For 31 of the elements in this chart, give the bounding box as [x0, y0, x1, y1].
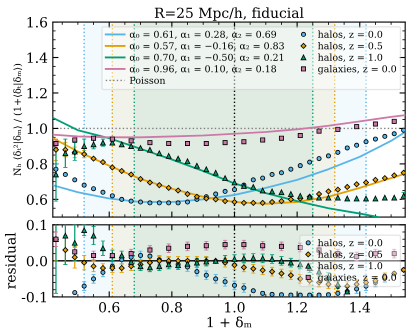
x-tick-label: 0.8 — [162, 302, 182, 313]
legend-label: halos, z = 1.0 — [318, 262, 382, 270]
legend-label: α₀ = 0.70, α₁ = −0.50, α₂ = 0.21 — [130, 54, 284, 62]
y-tick-label: 1.4 — [28, 52, 48, 63]
y-axis-title: N̄ₕ ⟨δₜ²|δₘ⟩ / (1+⟨δₜ|δₘ⟩) — [13, 64, 24, 176]
legend-label: halos, z = 0.5 — [318, 250, 382, 259]
legend-label: galaxies, z = 0.0 — [318, 273, 396, 283]
y-tick-label: 0.0 — [26, 256, 48, 266]
legend-label: halos, z = 0.0 — [318, 30, 382, 40]
x-tick-label: 1.2 — [288, 302, 307, 313]
legend-label: α₀ = 0.61, α₁ = 0.28, α₂ = 0.69 — [130, 30, 276, 40]
y-tick-label: 0.8 — [26, 158, 48, 170]
legend-label: halos, z = 0.5 — [318, 42, 382, 51]
legend-label: galaxies, z = 0.0 — [318, 65, 396, 74]
x-axis-title: 1 + δₘ — [208, 316, 252, 328]
x-tick-label: 1.4 — [350, 302, 370, 313]
y-tick-label: -0.1 — [22, 292, 46, 302]
chart-title: R=25 Mpc/h, fiducial — [154, 7, 304, 21]
x-tick-label: 1.0 — [225, 302, 245, 313]
y-axis-title: residual — [4, 232, 16, 289]
legend-label: Poisson — [130, 76, 166, 84]
y-tick-label: 0.1 — [26, 220, 46, 230]
y-tick-label: 1.2 — [28, 88, 47, 98]
legend-label: α₀ = 0.57, α₁ = −0.16, α₂ = 0.83 — [130, 42, 284, 51]
y-tick-label: 1.6 — [28, 17, 48, 28]
y-tick-label: 1.0 — [28, 123, 48, 134]
y-tick-label: 0.6 — [26, 194, 48, 205]
legend-label: halos, z = 0.0 — [318, 238, 382, 248]
x-tick-label: 0.6 — [99, 302, 120, 313]
legend-label: halos, z = 1.0 — [318, 54, 382, 62]
legend-label: α₀ = 0.96, α₁ = 0.10, α₂ = 0.18 — [130, 65, 276, 74]
